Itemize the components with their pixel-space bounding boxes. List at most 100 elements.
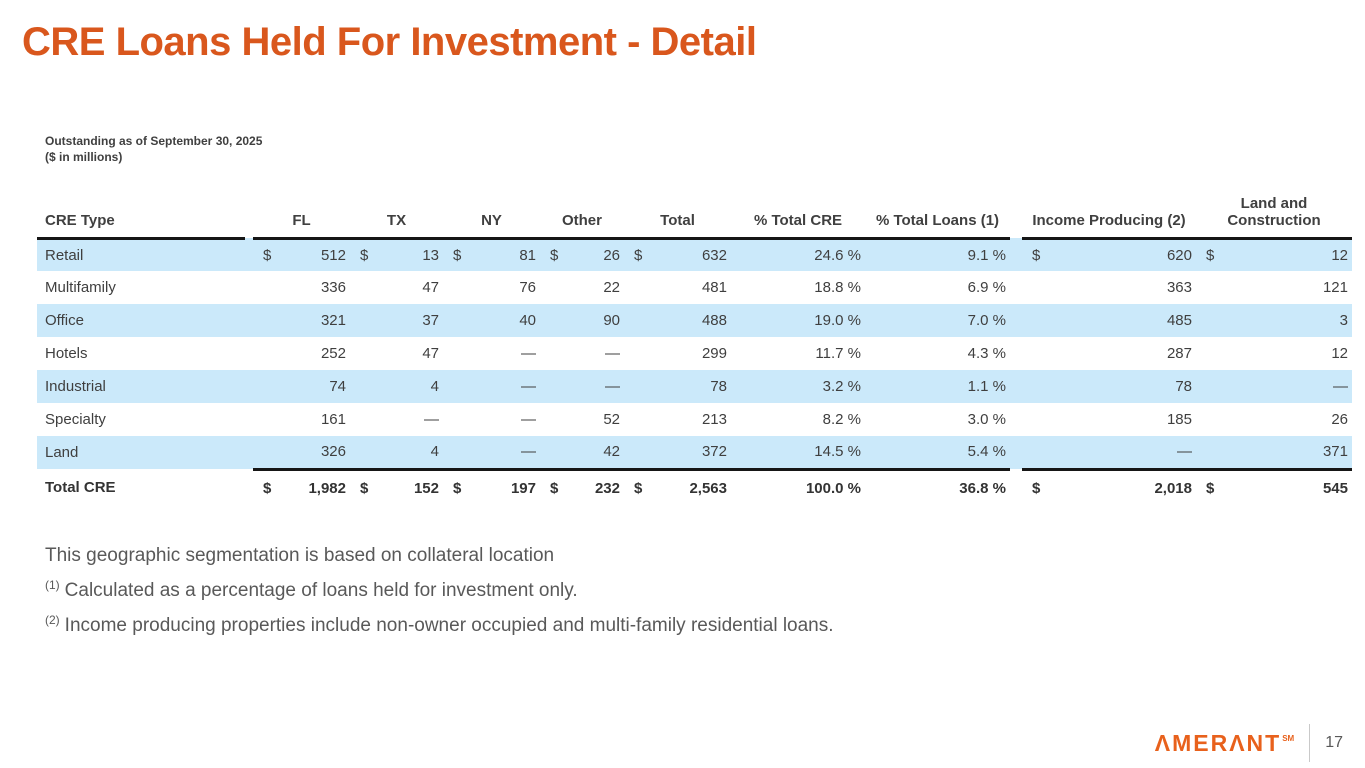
currency-sign: $ [360, 479, 369, 497]
cell-value: 8.2 % [822, 411, 861, 428]
cre-detail-table: CRE Type FL TX NY Other Total % Total CR… [37, 188, 1352, 506]
table-row-multifamily: Multifamily 336 47 76 22 481 18.8 % 6.9 … [37, 271, 1352, 304]
currency-sign: $ [360, 246, 369, 264]
table-row-specialty: Specialty 161 — — 52 213 8.2 % 3.0 % 185… [37, 403, 1352, 436]
amerant-logo: ΛMERΛNTSM [1155, 730, 1294, 757]
cell-value: 14.5 % [731, 436, 865, 471]
cell-value: 74 [329, 378, 346, 395]
cell-value: 2,563 [689, 479, 727, 497]
col-header-total: Total [624, 188, 731, 240]
col-header-tx: TX [350, 188, 443, 240]
cell-value: 37 [422, 312, 439, 329]
currency-sign: $ [453, 479, 462, 497]
land-construction-line2: Construction [1227, 211, 1321, 229]
footnote-geo: This geographic segmentation is based on… [45, 538, 834, 573]
cell-value: 12 [1331, 345, 1348, 362]
cell-value: 5.4 % [865, 436, 1010, 471]
cell-value: 4.3 % [967, 345, 1006, 362]
cell-value: 76 [519, 279, 536, 296]
currency-sign: $ [634, 479, 643, 497]
cell-value: — [521, 378, 536, 395]
cell-value: 1.1 % [865, 370, 1010, 403]
cell-value: — [605, 378, 620, 395]
table-row-industrial: Industrial 74 4 — — 78 3.2 % 1.1 % 78 — [37, 370, 1352, 403]
row-label: Multifamily [45, 279, 116, 296]
col-header-income-producing: Income Producing (2) [1022, 188, 1196, 240]
cell-value: 326 [320, 443, 346, 461]
cell-value: 24.6 % [731, 238, 865, 271]
cell-value: 81 [519, 246, 536, 264]
table-row-office: Office 321 37 40 90 488 19.0 % 7.0 % 485… [37, 304, 1352, 337]
currency-sign: $ [550, 479, 559, 497]
cell-value: 372 [701, 443, 727, 461]
cell-value: 299 [701, 345, 727, 362]
cell-value: 371 [1322, 443, 1348, 461]
cell-value: — [1177, 443, 1192, 461]
currency-sign: $ [1032, 246, 1041, 264]
cell-value: 1,982 [308, 479, 346, 497]
cell-value: 485 [1166, 312, 1192, 329]
cell-value: — [521, 411, 536, 428]
cell-value: 47 [422, 345, 439, 362]
row-label: Hotels [45, 345, 88, 362]
header-gap [245, 188, 253, 238]
currency-sign: $ [634, 246, 643, 264]
footnotes: This geographic segmentation is based on… [45, 538, 834, 643]
cell-value: 545 [1322, 479, 1348, 497]
cell-value: 13 [422, 246, 439, 264]
cell-value: 336 [320, 279, 346, 296]
footnote-superscript: (2) [45, 612, 60, 627]
cell-value: 620 [1166, 246, 1192, 264]
row-label: Industrial [37, 370, 245, 403]
currency-sign: $ [453, 246, 462, 264]
footnote-1: (1) Calculated as a percentage of loans … [45, 573, 834, 608]
cell-value: 481 [701, 279, 727, 296]
cell-value: 26 [603, 246, 620, 264]
cell-value: 197 [510, 479, 536, 497]
footnote-text: This geographic segmentation is based on… [45, 544, 555, 566]
cell-value: 287 [1166, 345, 1192, 362]
cell-value: 232 [594, 479, 620, 497]
footnote-2: (2) Income producing properties include … [45, 608, 834, 643]
cell-value: 90 [603, 312, 620, 329]
cell-value: 19.0 % [731, 304, 865, 337]
footnote-superscript: (1) [45, 577, 60, 592]
as-of-date-text: Outstanding as of September 30, 2025 [45, 134, 263, 148]
cell-value: 252 [320, 345, 346, 362]
cell-value: 7.0 % [865, 304, 1010, 337]
cell-value: 632 [701, 246, 727, 264]
cell-value: 4 [430, 443, 439, 461]
cell-value: 363 [1166, 279, 1192, 296]
amerant-logo-text: ΛMERΛNT [1154, 729, 1282, 756]
cell-value: 321 [320, 312, 346, 329]
units-note-text: ($ in millions) [45, 150, 123, 164]
cell-value: 52 [603, 411, 620, 428]
cell-value: 78 [1175, 378, 1192, 395]
currency-sign: $ [1032, 479, 1041, 497]
page-title: CRE Loans Held For Investment - Detail [22, 20, 757, 64]
cell-value: 185 [1166, 411, 1192, 428]
cell-value: 22 [603, 279, 620, 296]
col-header-land-construction: Land and Construction [1196, 188, 1352, 240]
currency-sign: $ [1206, 479, 1215, 497]
cell-value: 488 [701, 312, 727, 329]
row-label: Specialty [45, 411, 106, 428]
col-header-pct-total-cre: % Total CRE [731, 188, 865, 240]
table-row-retail: Retail $512 $13 $81 $26 $632 24.6 % 9.1 … [37, 238, 1352, 271]
cell-value: 3.0 % [967, 411, 1006, 428]
header-gap [1010, 188, 1022, 238]
currency-sign: $ [263, 479, 272, 497]
cell-value: 42 [603, 443, 620, 461]
col-header-fl: FL [253, 188, 350, 240]
cell-value: 9.1 % [865, 238, 1010, 271]
page-number: 17 [1325, 734, 1343, 751]
cell-value: 40 [519, 312, 536, 329]
cell-value: 3 [1339, 312, 1348, 329]
cell-value: 152 [413, 479, 439, 497]
footnote-text: Calculated as a percentage of loans held… [64, 579, 578, 601]
cell-value: 4 [430, 378, 439, 395]
currency-sign: $ [550, 246, 559, 264]
service-mark: SM [1282, 733, 1295, 743]
row-label: Retail [37, 238, 245, 271]
cell-value: 6.9 % [967, 279, 1006, 296]
